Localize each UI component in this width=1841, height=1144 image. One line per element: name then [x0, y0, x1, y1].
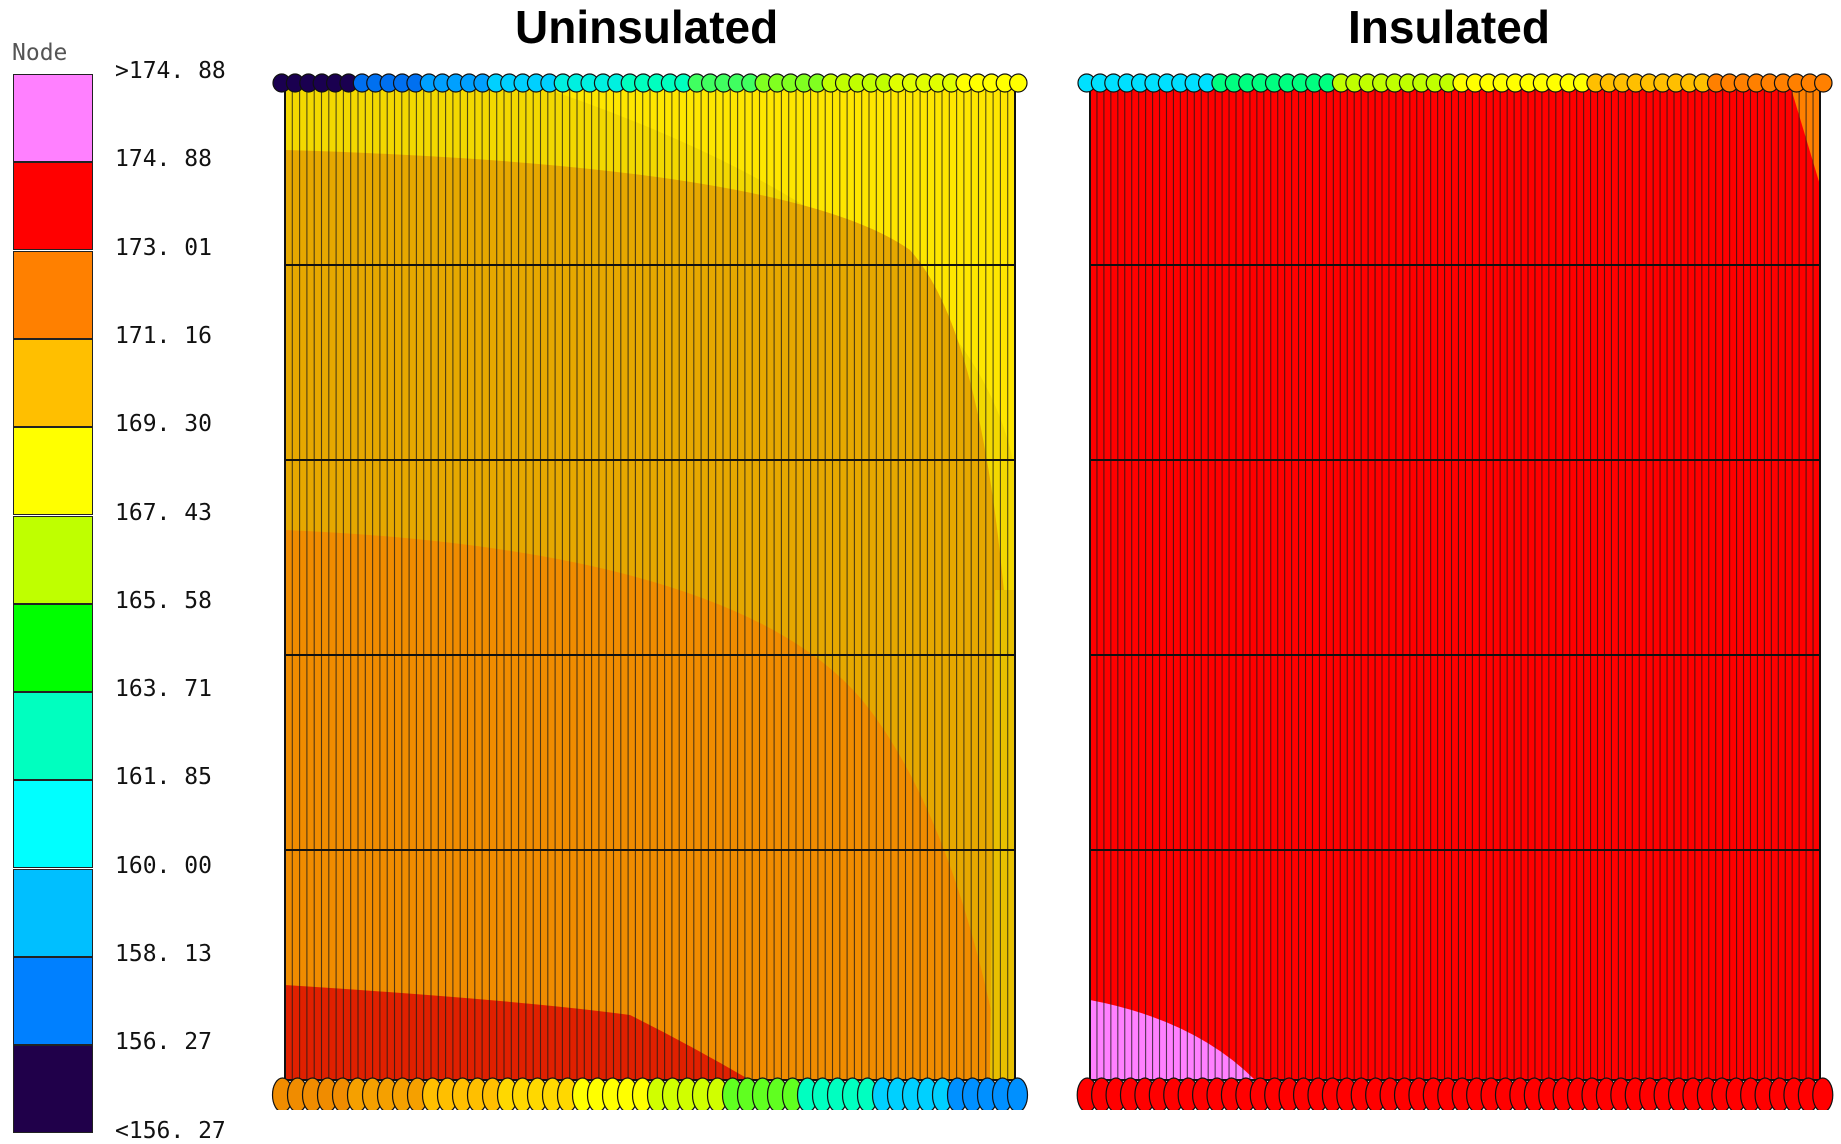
legend-tick-label: 173. 01 [115, 234, 212, 261]
color-legend: Node >174. 88 174. 88 173. 01 171. 16 169. 3… [0, 0, 260, 1144]
legend-swatch [13, 603, 93, 692]
legend-swatch [13, 1045, 93, 1134]
panel-title-insulated: Insulated [1348, 1, 1550, 53]
panel-title-uninsulated: Uninsulated [515, 1, 779, 53]
region-right-strip [990, 590, 1015, 1080]
mesh-grid [284, 84, 1016, 1081]
top-ring-node [1009, 73, 1028, 93]
legend-swatch [13, 868, 93, 957]
legend-swatch [13, 692, 93, 781]
legend-tick-label: 171. 16 [115, 322, 212, 349]
legend-title: Node [12, 40, 68, 66]
insulated-tank-plot [1076, 73, 1834, 1110]
legend-swatch [13, 338, 93, 427]
region-upper-right [535, 85, 1015, 470]
legend-tick-label: 161. 85 [115, 764, 212, 791]
bottom-ring-node [1812, 1077, 1834, 1110]
legend-tick-label: 158. 13 [115, 941, 212, 967]
legend-tick-label: <156. 27 [115, 1117, 226, 1144]
bottom-ring-node [1006, 1077, 1029, 1110]
region-body [1090, 85, 1820, 1080]
legend-tick-label: 165. 58 [115, 587, 212, 614]
legend-tick-label: >174. 88 [115, 58, 226, 84]
legend-swatch [13, 780, 93, 869]
legend-swatch [13, 74, 93, 162]
legend-swatch [13, 250, 93, 339]
legend-swatch [13, 515, 93, 604]
legend-swatch [13, 957, 93, 1045]
legend-tick-label: 167. 43 [115, 499, 212, 526]
top-ring-node [1814, 73, 1833, 93]
legend-tick-label: 174. 88 [115, 146, 212, 173]
legend-swatch [13, 427, 93, 516]
legend-swatch [13, 162, 93, 251]
legend-tick-label: 163. 71 [115, 676, 212, 703]
uninsulated-tank-plot [271, 73, 1029, 1110]
legend-tick-label: 156. 27 [115, 1029, 212, 1056]
mesh-grid [1089, 84, 1821, 1081]
legend-tick-label: 160. 00 [115, 852, 212, 879]
legend-tick-label: 169. 30 [115, 411, 212, 438]
